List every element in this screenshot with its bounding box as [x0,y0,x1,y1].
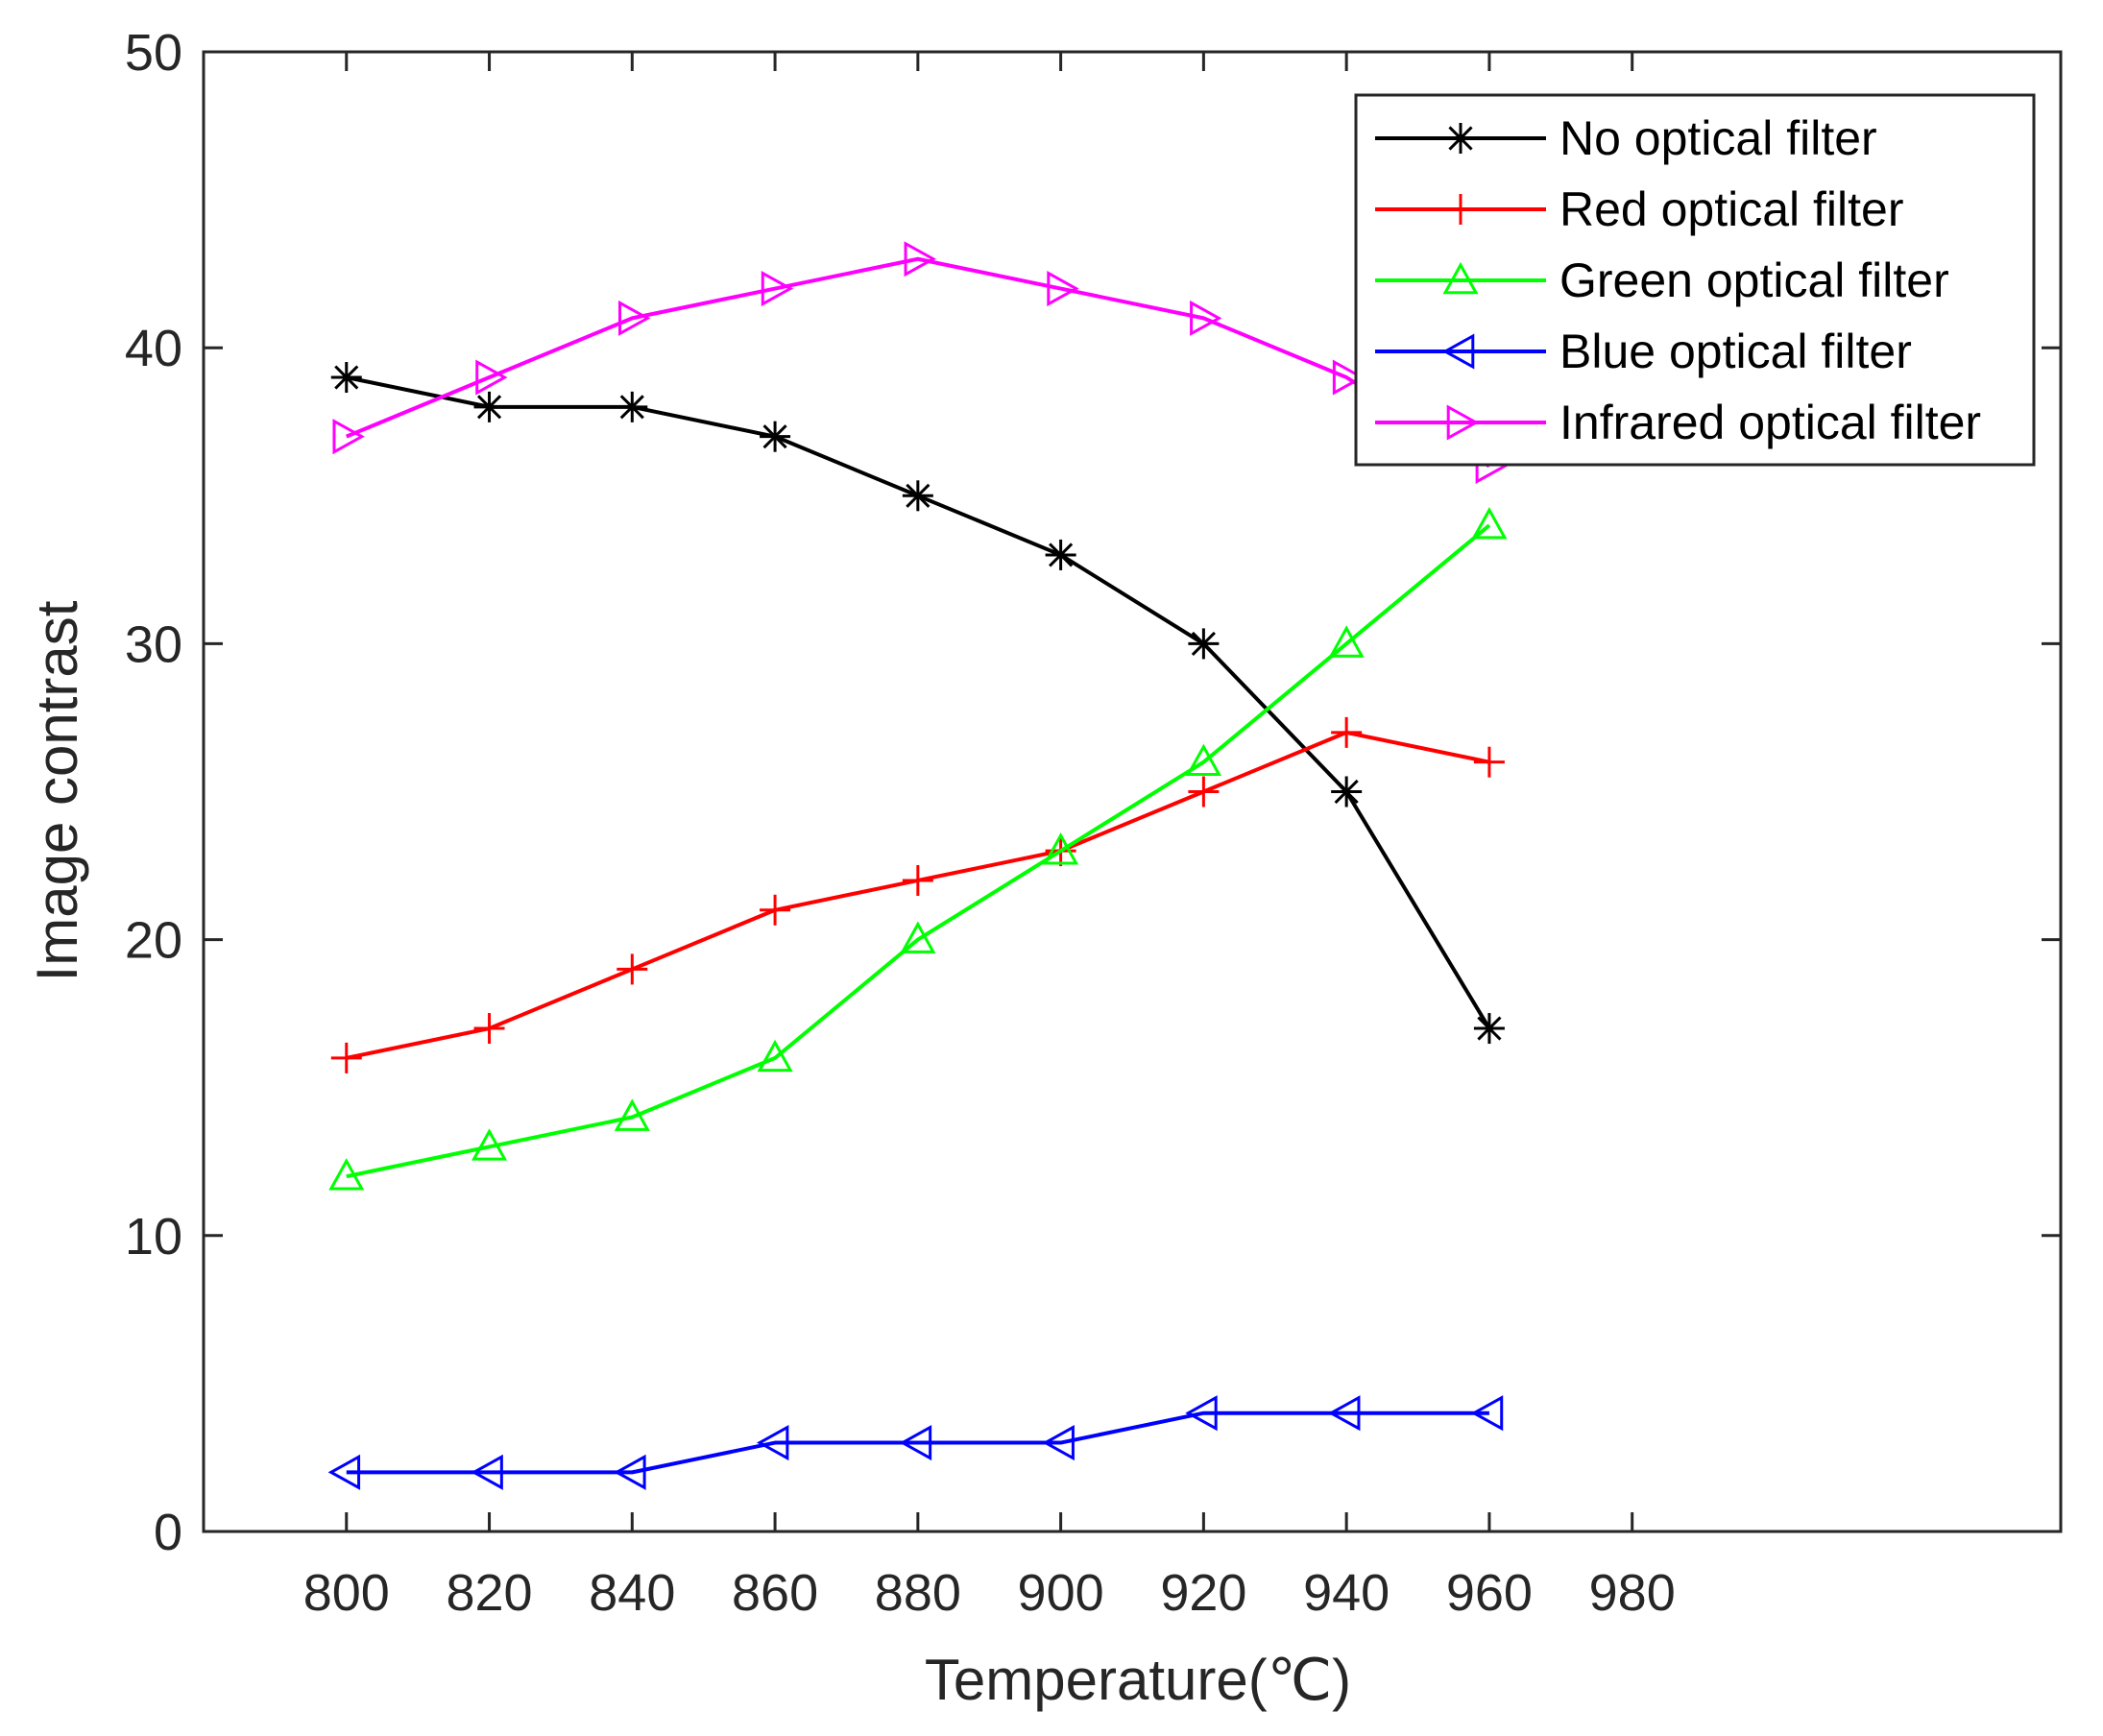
y-tick-label: 10 [125,1208,182,1266]
data-point [1332,359,1366,396]
legend-marker [1442,261,1479,295]
data-point [471,1128,508,1161]
data-point [1471,507,1508,540]
data-point [1331,716,1363,748]
data-point [900,921,936,953]
data-point [1188,776,1220,808]
x-tick-label: 860 [732,1564,818,1622]
data-point [1331,776,1363,808]
legend-item: No optical filter [1375,111,1877,165]
legend-marker [1445,123,1476,154]
data-point [616,391,648,422]
data-point [757,1039,793,1073]
data-point [1473,746,1505,778]
data-point [1047,271,1079,307]
x-axis-title: Temperature(℃) [925,1648,1351,1712]
data-point [761,271,794,307]
legend-label: Infrared optical filter [1559,396,1981,449]
legend-label: Green optical filter [1559,253,1949,307]
x-tick-label: 820 [446,1564,532,1622]
data-point [618,300,651,336]
plot-frame [202,50,2063,1533]
data-point [902,480,933,512]
data-point [1185,743,1221,776]
x-tick-label: 900 [1018,1564,1104,1622]
legend-marker [1441,333,1475,370]
series-blue-optical-filter [327,1395,1504,1490]
x-tick-label: 800 [303,1564,390,1622]
series-layer [327,241,1509,1490]
y-tick-label: 20 [125,912,182,970]
data-point [616,953,648,985]
data-point [899,1424,932,1461]
x-tick-label: 940 [1303,1564,1390,1622]
legend: No optical filter Red optical filter Green… [1354,93,2036,467]
data-point [904,241,936,277]
data-point [614,1454,646,1490]
legend-item: Green optical filter [1375,253,1949,307]
data-point [1470,1395,1504,1432]
legend-label: No optical filter [1559,111,1877,165]
data-point [475,359,508,396]
data-point [1190,300,1222,336]
data-point [1043,832,1079,865]
data-point [756,1424,789,1461]
data-point [328,1158,365,1191]
data-point [1042,1424,1075,1461]
y-tick-label: 50 [125,24,182,82]
series-green-optical-filter [328,507,1508,1191]
data-point [1188,628,1220,660]
axis-ticks: 800 820 840 860 880 900 920 940 960 980 0 10 20 30 40 5… [125,24,2061,1622]
legend-marker [1446,404,1480,441]
data-point [332,419,365,455]
data-point [902,864,933,896]
x-tick-label: 880 [875,1564,961,1622]
data-point [614,1098,650,1131]
y-axis-title: Image contrast [25,600,89,981]
legend-item: Red optical filter [1375,182,1904,236]
x-tick-label: 840 [589,1564,675,1622]
y-tick-label: 0 [154,1504,182,1561]
data-point [1473,1013,1505,1045]
data-point [1328,625,1365,658]
data-point [473,391,505,422]
series-line [346,256,1490,469]
data-point [330,1042,362,1073]
data-point [1185,1395,1218,1432]
series-no-optical-filter [330,362,1505,1045]
legend-label: Red optical filter [1559,182,1904,236]
x-tick-label: 920 [1160,1564,1246,1622]
y-tick-label: 30 [125,615,182,673]
series-line [346,1410,1489,1475]
x-tick-label: 980 [1589,1564,1676,1622]
data-point [1045,539,1076,570]
legend-item: Infrared optical filter [1375,396,1981,449]
data-point [1328,1395,1361,1432]
series-line [346,523,1491,1179]
x-tick-label: 960 [1446,1564,1533,1622]
legend-item: Blue optical filter [1375,325,1912,378]
series-red-optical-filter [330,716,1505,1073]
data-point [473,1013,505,1045]
data-point [330,362,362,394]
data-point [327,1454,361,1490]
legend-marker [1445,194,1476,225]
data-point [760,894,791,926]
data-point [471,1454,503,1490]
legend-label: Blue optical filter [1559,325,1912,378]
data-point [760,421,791,452]
y-tick-label: 40 [125,320,182,377]
